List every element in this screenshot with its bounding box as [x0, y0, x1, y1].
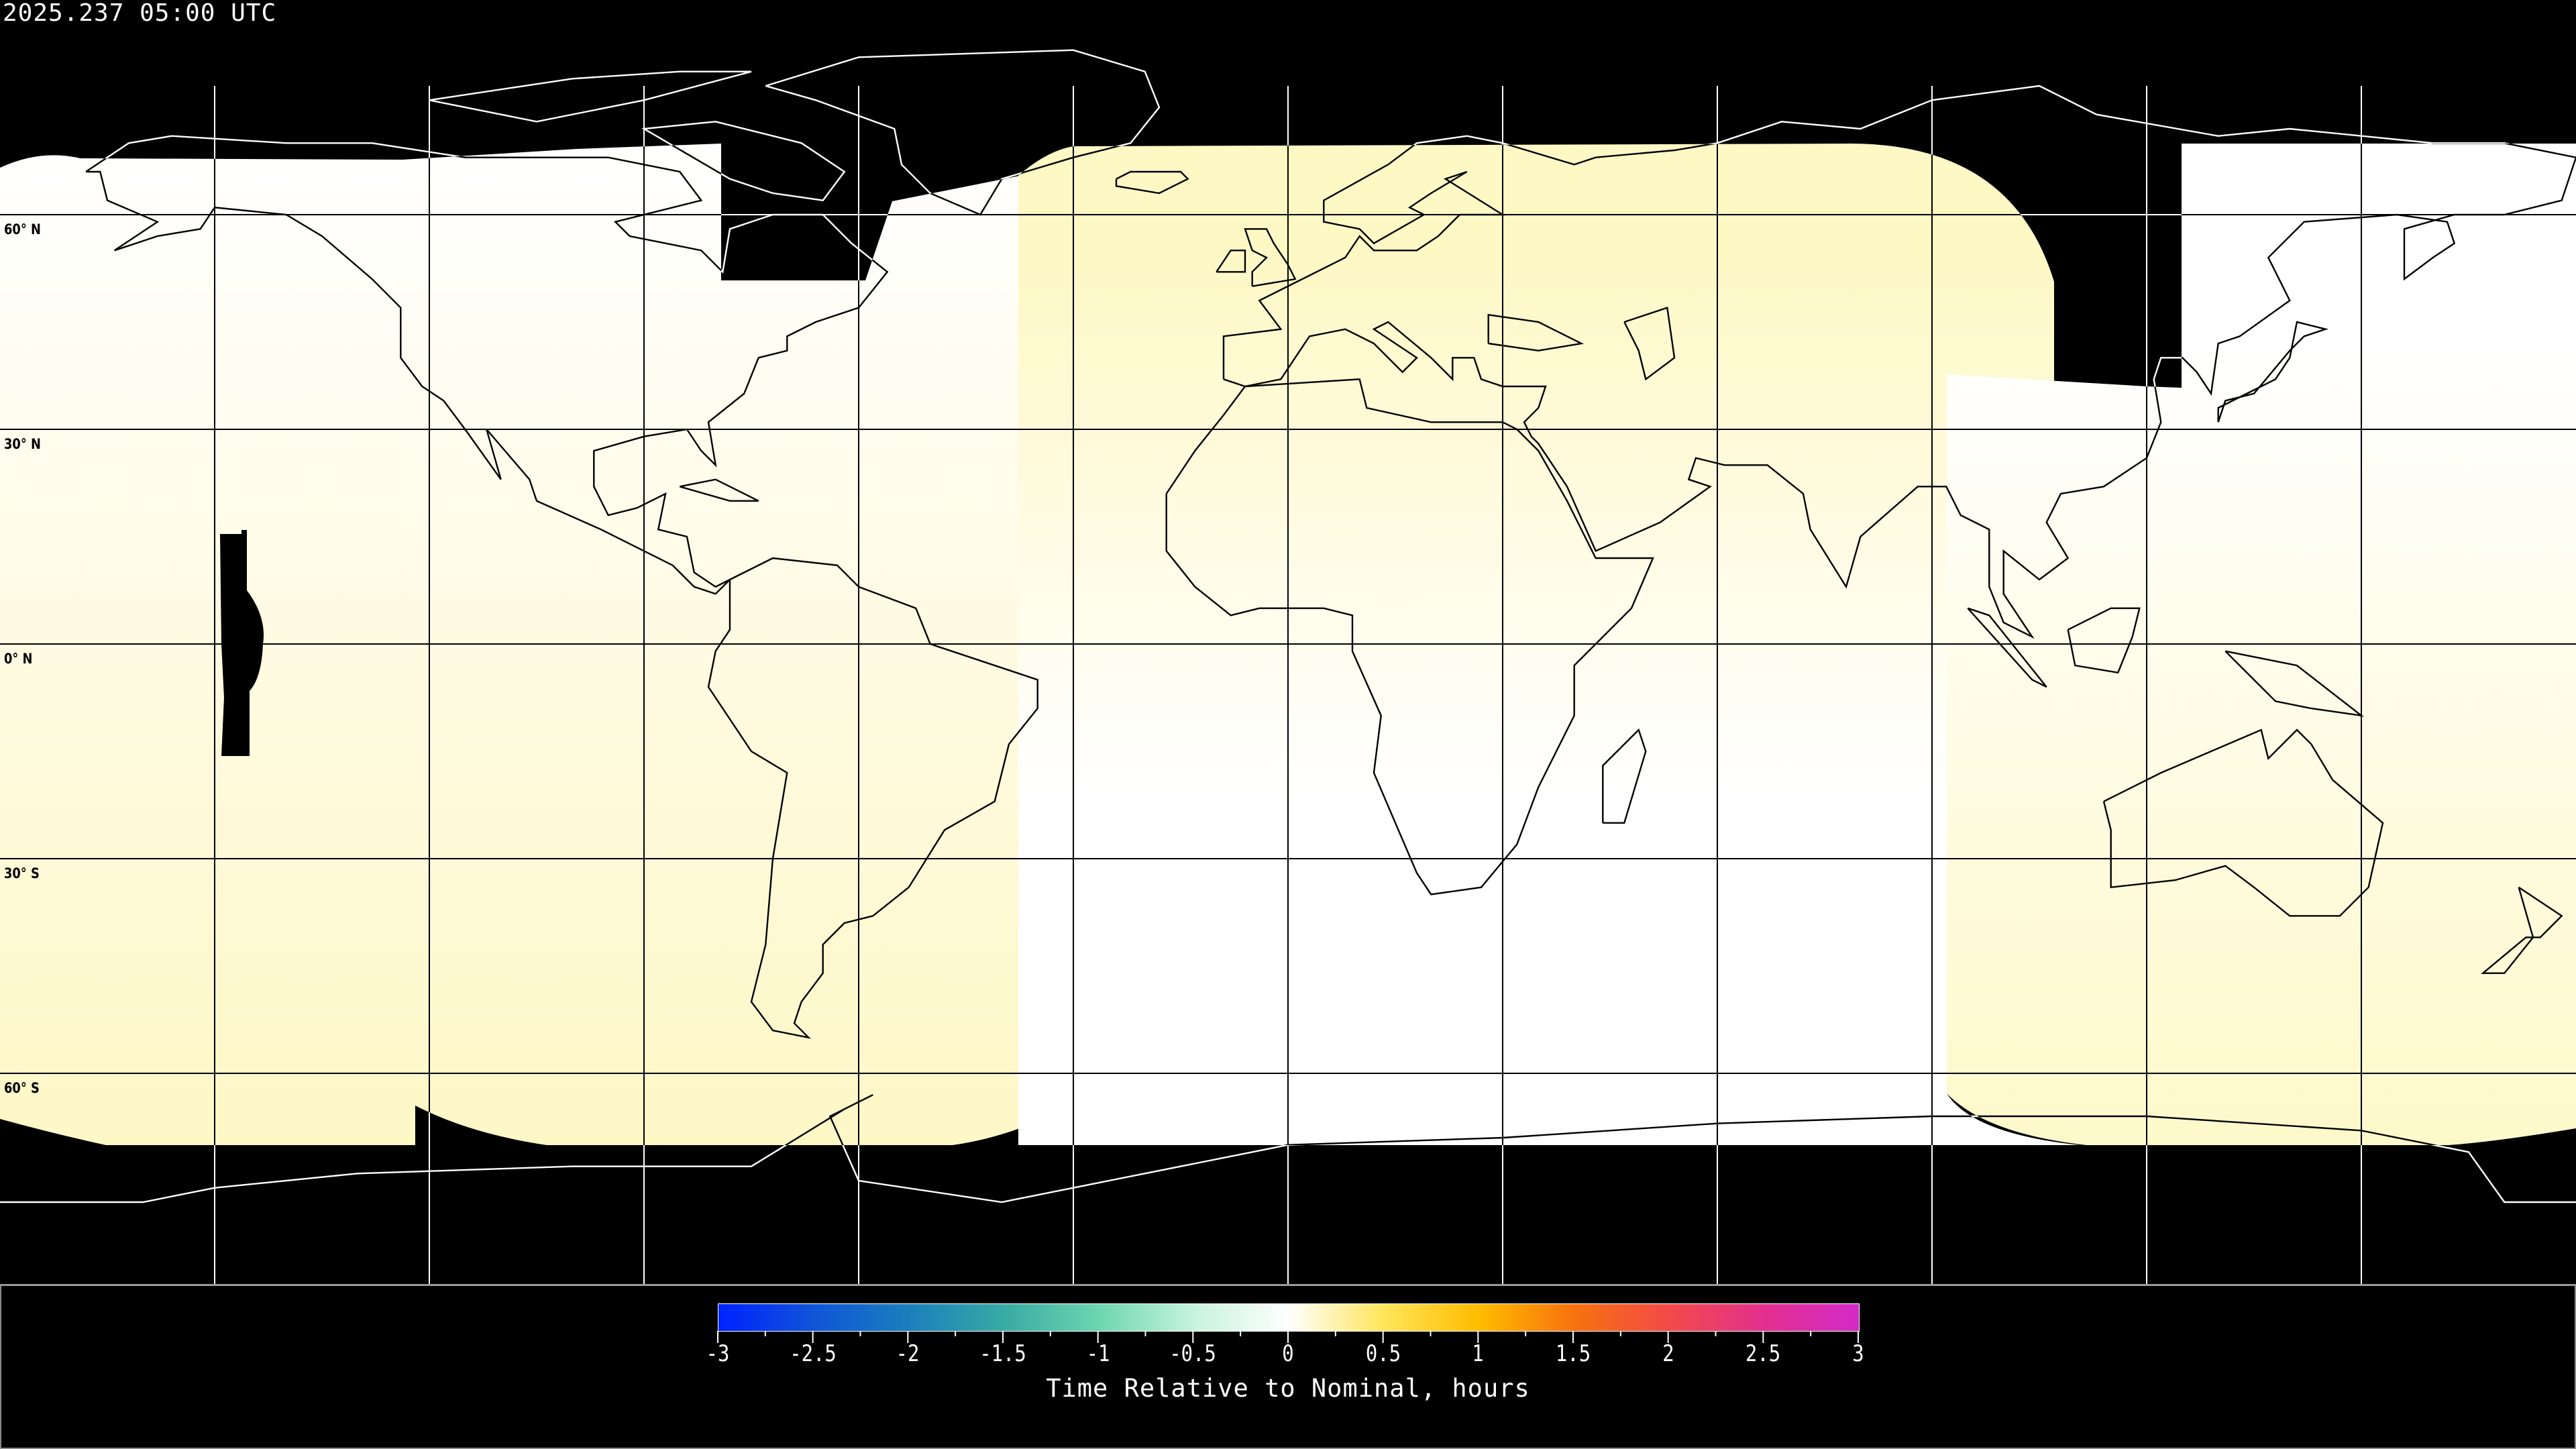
coastline-new-zealand	[2480, 886, 2563, 974]
coastline-iceland	[1115, 170, 1189, 195]
coastline-new-guinea	[2224, 650, 2365, 717]
coastline-arctic-islands	[429, 70, 752, 123]
colorbar-tick-label: -1.5	[979, 1340, 1026, 1367]
coastline-japan	[2217, 321, 2328, 423]
coastline-baffin	[641, 121, 846, 201]
coastline-north-america	[85, 144, 889, 595]
lat-label-60n: 60° N	[4, 221, 41, 237]
coastline-greenland	[765, 144, 1161, 216]
coastline-caspian-sea	[1623, 307, 1676, 381]
lat-label-0n: 0° N	[4, 651, 33, 667]
coastline-antarctica	[0, 1093, 2576, 1145]
colorbar	[718, 1303, 1860, 1332]
colorbar-tick-label: 0.5	[1365, 1340, 1401, 1367]
coastline-eurasia	[1222, 144, 2576, 639]
coastline-borneo	[2067, 607, 2141, 674]
graticule-on-data	[0, 144, 2576, 1145]
colorbar-ticks	[717, 1331, 1859, 1343]
coastline-britain	[1244, 228, 1297, 287]
lat-label-60s: 60° S	[4, 1080, 40, 1096]
colorbar-tick-label: -1	[1086, 1340, 1110, 1367]
timestamp-title: 2025.237 05:00 UTC	[3, 0, 277, 27]
coastline-madagascar	[1602, 728, 1647, 824]
coastline-africa	[1165, 378, 1654, 896]
coastline-sumatra	[1967, 607, 2047, 688]
colorbar-tick-label: -0.5	[1169, 1340, 1217, 1367]
colorbar-tick-label: -3	[706, 1340, 730, 1367]
coastline-south-america	[707, 557, 1038, 1039]
colorbar-tick-label: 3	[1852, 1340, 1864, 1367]
map-border	[0, 1284, 2576, 1286]
no-data-gap-pacific	[220, 530, 264, 756]
colorbar-tick-label: -2.5	[789, 1340, 837, 1367]
coastline-australia	[2102, 729, 2384, 917]
coastline-black-sea	[1487, 313, 1585, 352]
coastline-ireland	[1216, 250, 1246, 273]
colorbar-tick-label: 2	[1662, 1340, 1674, 1367]
colorbar-tick-label: 1	[1472, 1340, 1485, 1367]
lat-label-30s: 30° S	[4, 865, 40, 881]
colorbar-title: Time Relative to Nominal, hours	[1046, 1374, 1530, 1403]
coastline-cuba	[679, 478, 759, 502]
lat-label-30n: 30° N	[4, 436, 41, 452]
world-map	[0, 49, 2576, 1284]
colorbar-tick-label: 0	[1282, 1340, 1294, 1367]
colorbar-tick-label: 1.5	[1555, 1340, 1591, 1367]
colorbar-tick-label: 2.5	[1746, 1340, 1781, 1367]
colorbar-tick-label: -2	[896, 1340, 920, 1367]
